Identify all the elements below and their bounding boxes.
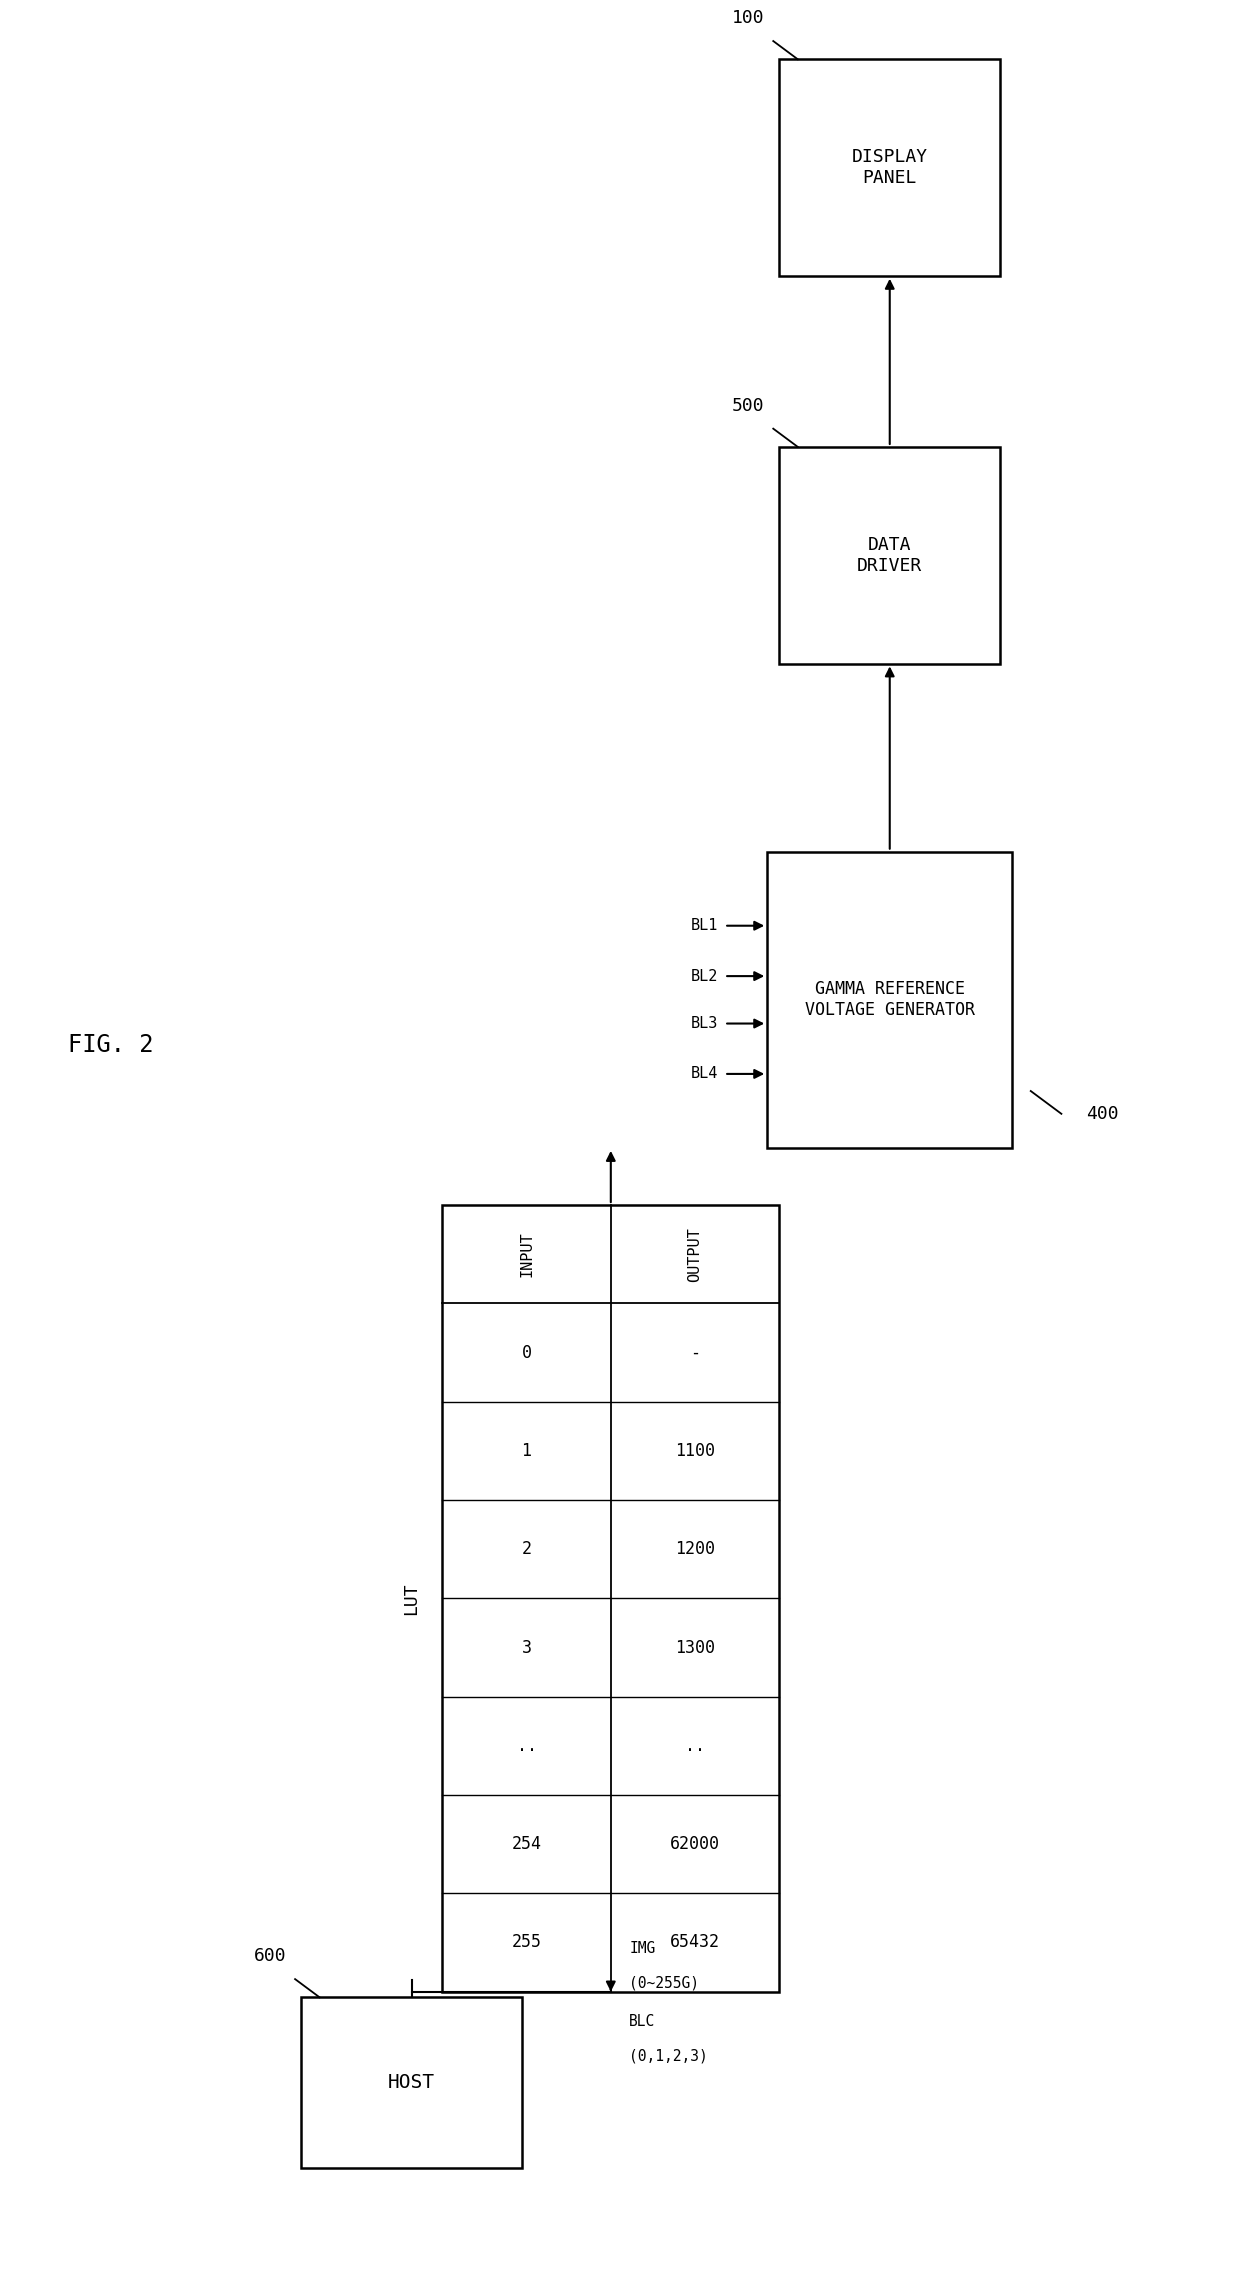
Text: FIG. 2: FIG. 2 xyxy=(68,1033,154,1058)
Text: 255: 255 xyxy=(512,1932,542,1951)
Text: -: - xyxy=(691,1343,701,1361)
Text: 1300: 1300 xyxy=(675,1639,715,1657)
Text: DATA
DRIVER: DATA DRIVER xyxy=(857,535,923,574)
Text: 1200: 1200 xyxy=(675,1540,715,1558)
Text: (0~255G): (0~255G) xyxy=(629,1976,699,1990)
Text: HOST: HOST xyxy=(388,2072,435,2093)
Text: 400: 400 xyxy=(1086,1104,1118,1122)
Text: 100: 100 xyxy=(732,9,765,28)
Text: BL3: BL3 xyxy=(691,1017,718,1030)
Bar xyxy=(443,1205,780,1992)
Text: IMG: IMG xyxy=(629,1942,656,1955)
Text: 62000: 62000 xyxy=(670,1836,720,1852)
Text: 0: 0 xyxy=(522,1343,532,1361)
Text: 500: 500 xyxy=(732,397,765,415)
Bar xyxy=(301,1997,522,2169)
Bar xyxy=(780,448,1001,663)
Text: 1100: 1100 xyxy=(675,1441,715,1460)
Text: 3: 3 xyxy=(522,1639,532,1657)
Text: 600: 600 xyxy=(254,1946,286,1965)
Text: 2: 2 xyxy=(522,1540,532,1558)
Text: BL1: BL1 xyxy=(691,918,718,934)
Text: ..: .. xyxy=(517,1737,537,1756)
Text: BL4: BL4 xyxy=(691,1067,718,1081)
Text: INPUT: INPUT xyxy=(520,1232,534,1276)
Text: 254: 254 xyxy=(512,1836,542,1852)
Text: DISPLAY
PANEL: DISPLAY PANEL xyxy=(852,149,928,186)
Text: 1: 1 xyxy=(522,1441,532,1460)
Bar xyxy=(768,851,1012,1148)
Text: LUT: LUT xyxy=(403,1581,420,1616)
Text: OUTPUT: OUTPUT xyxy=(688,1228,703,1281)
Text: ..: .. xyxy=(684,1737,706,1756)
Text: BL2: BL2 xyxy=(691,968,718,985)
Text: 65432: 65432 xyxy=(670,1932,720,1951)
Text: BLC: BLC xyxy=(629,2015,656,2029)
Bar xyxy=(780,60,1001,275)
Text: (0,1,2,3): (0,1,2,3) xyxy=(629,2049,708,2063)
Text: GAMMA REFERENCE
VOLTAGE GENERATOR: GAMMA REFERENCE VOLTAGE GENERATOR xyxy=(805,980,975,1019)
